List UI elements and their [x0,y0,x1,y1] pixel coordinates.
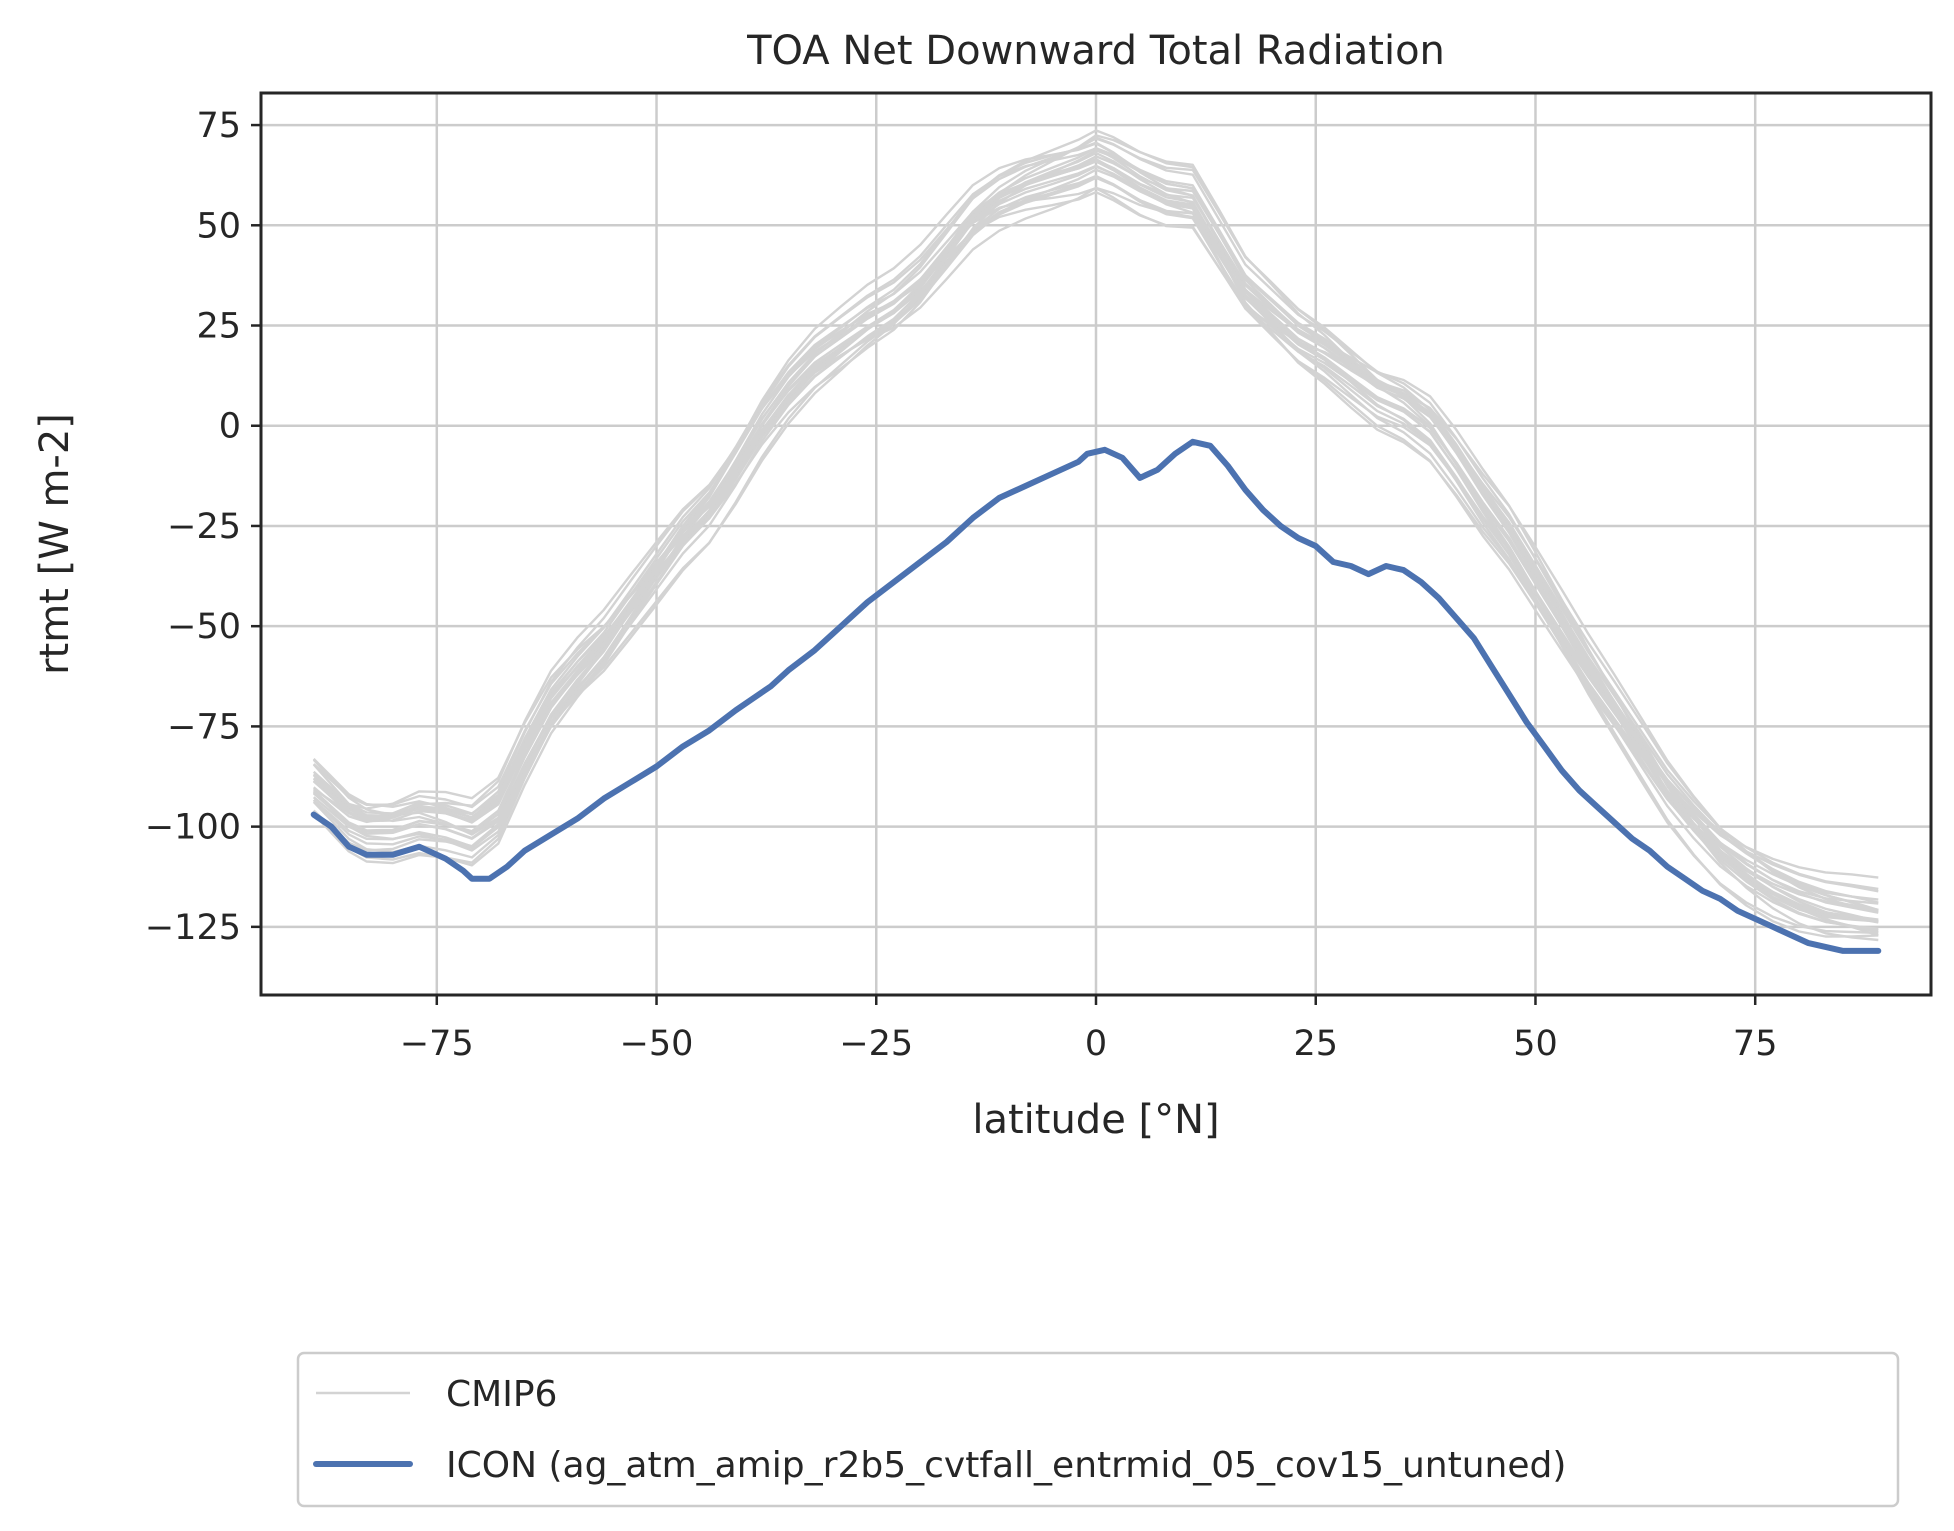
cmip6-series-group [312,129,1879,942]
y-tick-label: −25 [167,507,241,547]
x-axis-label: latitude [°N] [972,1097,1219,1143]
legend: CMIP6 ICON (ag_atm_amip_r2b5_cvtfall_entr… [296,1351,1900,1508]
y-tick-label: −100 [145,808,241,848]
y-tick-label: −50 [167,607,241,647]
legend-label-icon: ICON (ag_atm_amip_r2b5_cvtfall_entrmid_0… [446,1445,1566,1486]
icon-series-group [310,438,1882,954]
chart-title: TOA Net Downward Total Radiation [746,28,1445,74]
y-tick-label: −75 [167,707,241,747]
x-tick-label: −50 [620,1024,694,1064]
x-tick-label: 50 [1513,1024,1558,1064]
legend-box [296,1351,1900,1508]
y-tick-label: 75 [196,106,241,146]
x-tick-label: −75 [400,1024,474,1064]
cmip6-member-line [312,165,1879,912]
legend-label-cmip6: CMIP6 [446,1374,557,1415]
y-axis-label: rtmt [W m-2] [32,413,78,675]
y-tick-label: 25 [196,307,241,347]
x-tick-label: 75 [1733,1024,1778,1064]
cmip6-member-line [312,186,1879,937]
x-tick-label: −25 [839,1024,913,1064]
x-tick-label: 0 [1085,1024,1107,1064]
cmip6-member-line [312,129,1879,905]
grid [261,93,1931,995]
cmip6-member-line [312,136,1879,923]
y-tick-label: 0 [219,407,241,447]
x-tick-label: 25 [1293,1024,1338,1064]
y-tick-label: −125 [145,908,241,948]
cmip6-member-line [312,159,1879,904]
axis-ticks: −75 −50 −25 0 25 50 75 75 50 25 0 −25 −50 −75 −100 −125 [145,106,1778,1064]
y-tick-label: 50 [196,206,241,246]
icon-series-line [310,438,1882,954]
